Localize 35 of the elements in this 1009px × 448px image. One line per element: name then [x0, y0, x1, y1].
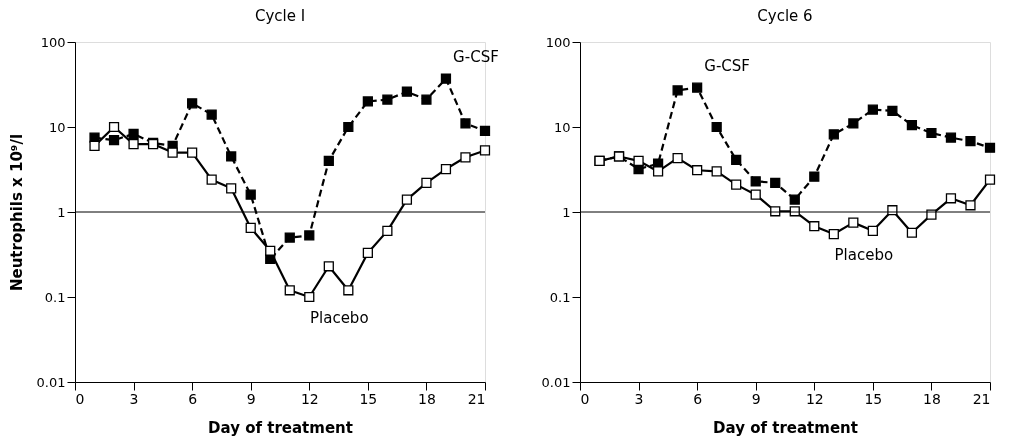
series-label: Placebo — [309, 309, 369, 327]
x-tick-label: 3 — [634, 390, 644, 407]
y-axis-title: Neutrophils x 10⁹/l — [7, 133, 26, 292]
y-tick-label: 0.01 — [36, 374, 66, 390]
x-tick-label: 0 — [580, 390, 590, 407]
y-tick-label: 10 — [48, 119, 66, 135]
x-tick-label: 12 — [300, 390, 319, 407]
x-tick-label: 21 — [972, 390, 991, 407]
x-tick-label: 9 — [751, 390, 761, 407]
x-tick-label: 21 — [467, 390, 486, 407]
x-tick-label: 15 — [864, 390, 883, 407]
y-tick-label: 100 — [545, 34, 571, 50]
chart-title: Cycle 6 — [757, 7, 813, 25]
y-tick-label: 10 — [553, 119, 571, 135]
y-tick-label: 0.1 — [44, 289, 66, 305]
y-tick-label: 1 — [57, 204, 66, 220]
chart-title: Cycle I — [254, 7, 306, 25]
x-tick-label: 9 — [246, 390, 256, 407]
series-label: G-CSF — [704, 56, 750, 75]
x-tick-label: 12 — [805, 390, 824, 407]
series-label: Placebo — [834, 246, 894, 265]
x-axis-title: Day of treatment — [208, 418, 353, 437]
x-tick-label: 15 — [359, 390, 378, 407]
x-tick-label: 18 — [923, 390, 941, 407]
x-tick-label: 0 — [75, 390, 85, 407]
x-tick-label: 6 — [188, 390, 198, 407]
x-tick-label: 3 — [129, 390, 139, 407]
x-axis-title: Day of treatment — [713, 418, 858, 437]
x-tick-label: 18 — [418, 390, 436, 407]
y-tick-label: 0.01 — [541, 374, 571, 390]
y-tick-label: 100 — [40, 34, 66, 50]
y-tick-label: 0.1 — [549, 289, 571, 305]
series-label: G-CSF — [453, 47, 499, 66]
x-tick-label: 6 — [693, 390, 703, 407]
y-tick-label: 1 — [562, 204, 571, 220]
